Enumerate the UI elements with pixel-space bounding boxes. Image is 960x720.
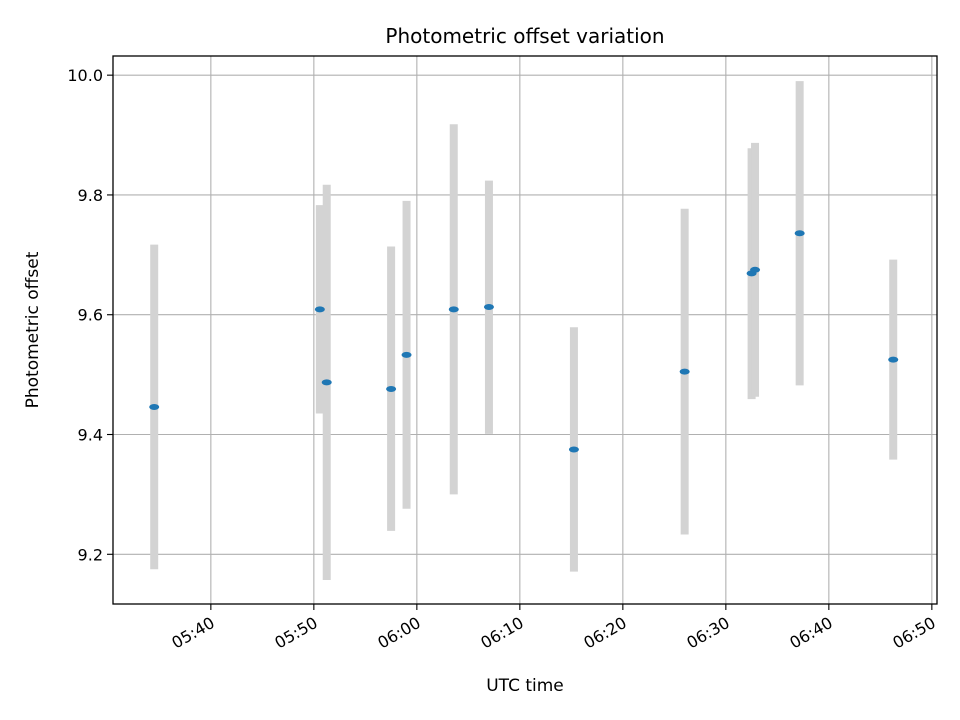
data-point: [483, 303, 494, 310]
data-point: [750, 266, 761, 273]
data-point: [568, 446, 579, 453]
y-tick-label: 9.6: [78, 306, 103, 325]
grid: [113, 56, 937, 604]
data-point: [386, 385, 397, 392]
y-axis-label: Photometric offset: [23, 251, 43, 408]
data-point: [679, 368, 690, 375]
data-point: [888, 356, 899, 363]
x-axis-label: UTC time: [486, 676, 564, 696]
y-tick-label: 10.0: [67, 66, 103, 85]
data-point: [314, 306, 325, 313]
data-point: [794, 230, 805, 237]
plot-frame: [112, 55, 938, 605]
chart-title: Photometric offset variation: [385, 24, 664, 48]
y-tick-label: 9.8: [78, 186, 103, 205]
data-points: [149, 230, 899, 453]
y-tick-label: 9.4: [78, 426, 103, 445]
data-point: [321, 379, 332, 386]
data-point: [401, 351, 412, 358]
y-tick-label: 9.2: [78, 545, 103, 564]
data-point: [448, 306, 459, 313]
data-point: [149, 403, 160, 410]
